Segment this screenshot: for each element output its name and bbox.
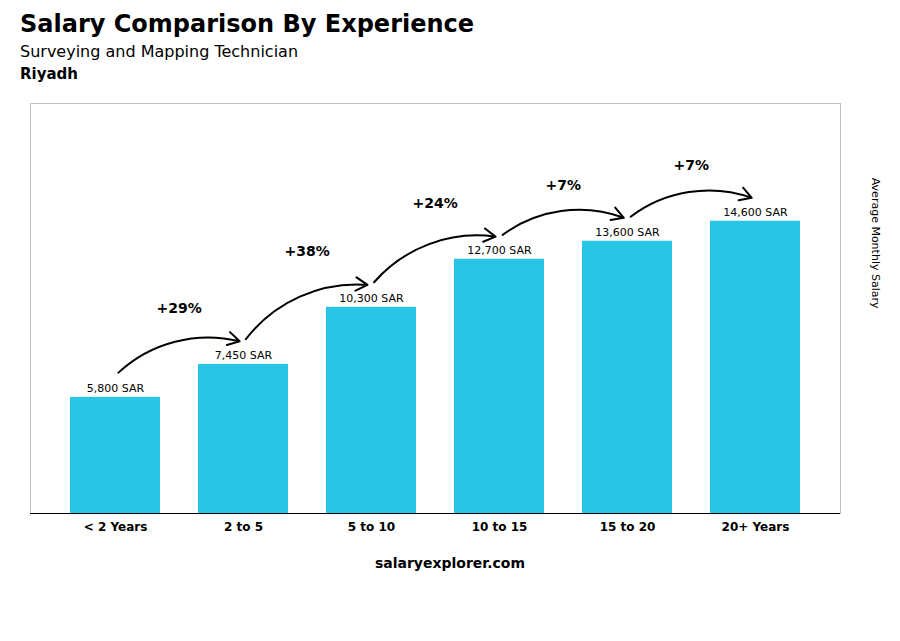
- svg-text:+24%: +24%: [413, 195, 458, 211]
- svg-text:13,600 SAR: 13,600 SAR: [595, 226, 660, 239]
- html-text:Surveying and Mapping Technici: Surveying and Mapping Technician: [20, 42, 298, 61]
- svg-text:20+ Years: 20+ Years: [722, 520, 790, 534]
- svg-text:Average Monthly Salary: Average Monthly Salary: [869, 178, 882, 309]
- html-text:salaryexplorer.com: salaryexplorer.com: [374, 555, 526, 571]
- svg-text:+7%: +7%: [545, 177, 581, 193]
- svg-text:10 to 15: 10 to 15: [472, 520, 528, 534]
- svg-text:12,700 SAR: 12,700 SAR: [467, 244, 532, 257]
- svg-text:7,450 SAR: 7,450 SAR: [215, 349, 273, 362]
- svg-text:10,300 SAR: 10,300 SAR: [339, 292, 404, 305]
- svg-text:15 to 20: 15 to 20: [600, 520, 656, 534]
- html-text:Salary Comparison By Experienc: Salary Comparison By Experience: [20, 10, 475, 38]
- svg-text:+7%: +7%: [673, 157, 709, 173]
- svg-text:5 to 10: 5 to 10: [348, 520, 395, 534]
- svg-text:5,800 SAR: 5,800 SAR: [87, 382, 145, 395]
- svg-text:< 2 Years: < 2 Years: [84, 520, 148, 534]
- html-text:Riyadh: Riyadh: [20, 65, 78, 83]
- svg-text:+38%: +38%: [285, 243, 330, 259]
- svg-text:14,600 SAR: 14,600 SAR: [723, 206, 788, 219]
- svg-text:+29%: +29%: [157, 300, 202, 316]
- svg-text:2 to 5: 2 to 5: [224, 520, 263, 534]
